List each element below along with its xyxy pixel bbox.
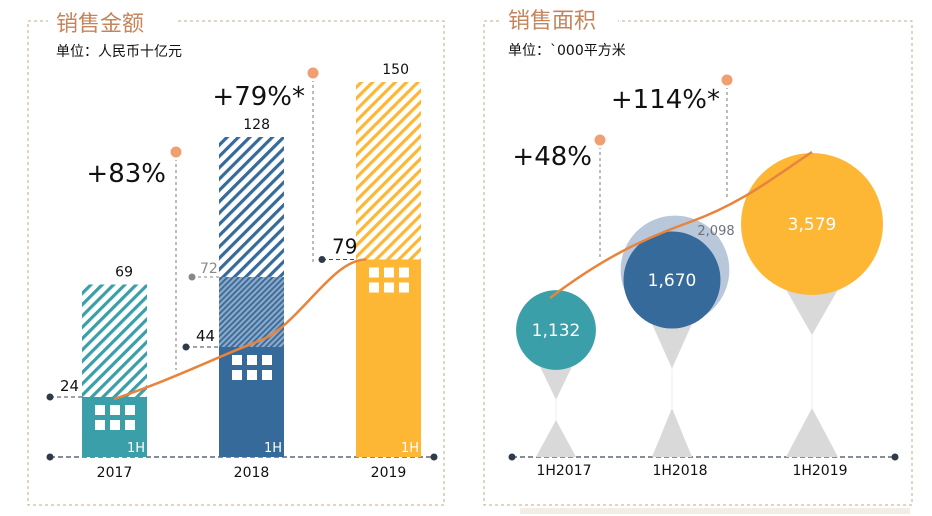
window-icon bbox=[399, 282, 409, 293]
window-icon bbox=[95, 405, 105, 415]
trend-line bbox=[113, 258, 367, 401]
x-tick-label: 2019 bbox=[371, 465, 407, 481]
half-year-value-label: 24 bbox=[60, 377, 79, 395]
right-panel-unit: 单位：`000平方米 bbox=[508, 43, 626, 59]
window-icon bbox=[125, 420, 135, 430]
bubble-value-label: 1,132 bbox=[532, 321, 581, 341]
growth-label: +114%* bbox=[611, 85, 720, 115]
callout-dot bbox=[594, 134, 606, 146]
extra-value-label: 2,098 bbox=[697, 224, 734, 239]
half-year-value-label: 79 bbox=[332, 235, 357, 259]
window-icon bbox=[369, 282, 379, 293]
full-year-value-label: 69 bbox=[115, 265, 133, 281]
value-bubble bbox=[516, 290, 596, 370]
window-icon bbox=[384, 267, 394, 278]
window-icon bbox=[125, 405, 135, 415]
value-bubble bbox=[623, 231, 721, 329]
callout-dot bbox=[307, 67, 319, 79]
window-icon bbox=[384, 282, 394, 293]
left-panel-title: 销售金额 bbox=[56, 12, 144, 37]
window-icon bbox=[95, 420, 105, 430]
mid-marker-label: 72 bbox=[200, 261, 218, 277]
window-icon bbox=[247, 370, 257, 380]
window-icon bbox=[399, 267, 409, 278]
x-tick-label: 1H2019 bbox=[792, 463, 847, 479]
window-icon bbox=[232, 370, 242, 380]
window-icon bbox=[110, 420, 120, 430]
window-icon bbox=[262, 370, 272, 380]
growth-label: +79%* bbox=[212, 82, 305, 112]
trend-line bbox=[549, 150, 813, 299]
half-year-bar bbox=[219, 347, 284, 457]
growth-label: +83% bbox=[86, 159, 166, 189]
x-tick-label: 1H2018 bbox=[652, 463, 707, 479]
pedestal bbox=[786, 408, 838, 457]
half-year-tag: 1H bbox=[401, 441, 419, 456]
callout-dot bbox=[170, 146, 182, 158]
window-icon bbox=[247, 355, 257, 365]
half-year-tag: 1H bbox=[127, 441, 145, 456]
window-icon bbox=[262, 355, 272, 365]
pedestal bbox=[536, 420, 576, 457]
window-icon bbox=[232, 355, 242, 365]
full-year-value-label: 128 bbox=[243, 117, 270, 133]
full-year-bar bbox=[356, 82, 421, 260]
mid-marker-band bbox=[219, 277, 284, 347]
bubble-value-label: 3,579 bbox=[788, 215, 837, 235]
full-year-value-label: 150 bbox=[382, 62, 409, 78]
bubble-value-label: 1,670 bbox=[648, 271, 697, 291]
callout-dot bbox=[721, 74, 733, 86]
half-year-value-label: 44 bbox=[196, 327, 215, 345]
value-bubble bbox=[741, 153, 883, 295]
growth-label: +48% bbox=[512, 142, 592, 172]
half-year-tag: 1H bbox=[264, 441, 282, 456]
x-tick-label: 1H2017 bbox=[536, 463, 591, 479]
right-panel-title: 销售面积 bbox=[508, 9, 596, 34]
window-icon bbox=[110, 405, 120, 415]
left-panel-unit: 单位：人民币十亿元 bbox=[56, 44, 182, 60]
full-year-bar bbox=[82, 284, 147, 397]
window-icon bbox=[369, 267, 379, 278]
x-tick-label: 2018 bbox=[234, 465, 270, 481]
pedestal bbox=[652, 408, 692, 457]
x-tick-label: 2017 bbox=[97, 465, 133, 481]
